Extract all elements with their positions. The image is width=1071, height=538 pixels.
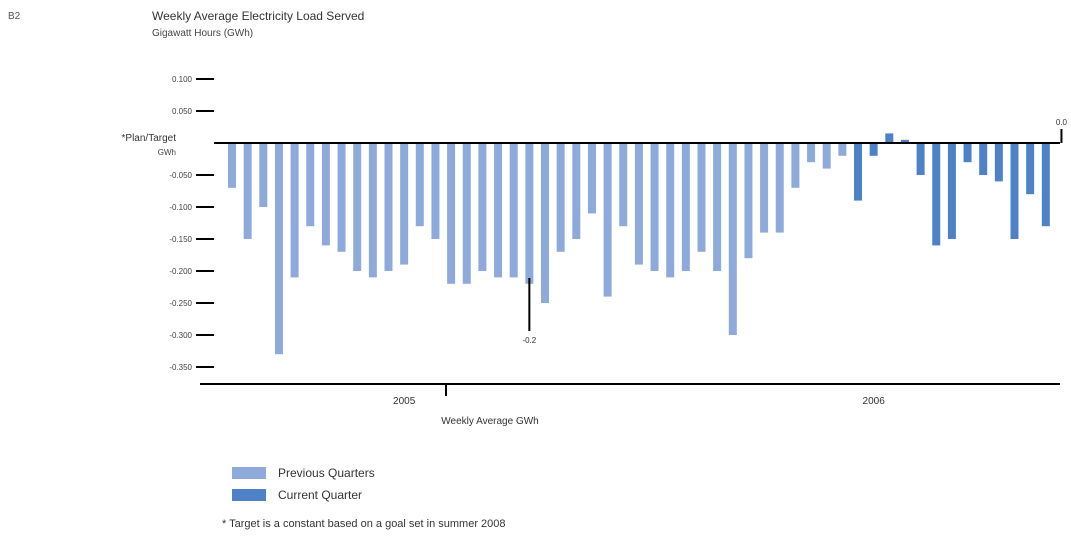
- bar-current: [900, 139, 909, 143]
- bar-previous: [681, 143, 690, 271]
- bar-current: [1041, 143, 1050, 227]
- bar-previous: [650, 143, 659, 271]
- bar-previous: [556, 143, 565, 252]
- bar-previous: [728, 143, 737, 335]
- bar-current: [1026, 143, 1035, 195]
- bar-previous: [634, 143, 643, 265]
- y-tick-label: -0.300: [169, 331, 192, 340]
- bar-previous: [494, 143, 503, 278]
- y-tick-label: -0.150: [169, 235, 192, 244]
- bar-previous: [400, 143, 409, 265]
- x-axis-title: Weekly Average GWh: [441, 416, 538, 427]
- bar-previous: [760, 143, 769, 233]
- legend-swatch-current: [232, 489, 266, 501]
- bar-current: [854, 143, 862, 201]
- bar-previous: [619, 143, 628, 227]
- bar-previous: [807, 143, 816, 163]
- bar-previous: [243, 143, 252, 239]
- bar-previous: [415, 143, 424, 227]
- y-tick-label: 0.100: [172, 75, 193, 84]
- bar-current: [963, 143, 972, 163]
- bar-previous: [478, 143, 487, 271]
- bar-previous: [587, 143, 596, 214]
- bar-previous: [713, 143, 722, 271]
- legend-label-previous: Previous Quarters: [278, 466, 375, 480]
- annotations: -0.2 0.0: [522, 118, 1067, 345]
- bar-current: [932, 143, 941, 246]
- y-tick-label: -0.350: [169, 363, 192, 372]
- legend-swatch-previous: [232, 467, 266, 479]
- y-tick-label: -0.250: [169, 299, 192, 308]
- bar-previous: [462, 143, 471, 284]
- bar-current: [1010, 143, 1019, 239]
- bar-previous: [525, 143, 534, 284]
- chart-subtitle: Gigawatt Hours (GWh): [152, 28, 254, 39]
- footnote: * Target is a constant based on a goal s…: [222, 518, 506, 530]
- x-year-label: 2006: [863, 396, 886, 407]
- bar-previous: [274, 143, 283, 355]
- bar-previous: [447, 143, 456, 284]
- bar-current: [916, 143, 925, 175]
- bar-previous: [321, 143, 330, 246]
- y-tick-label: -0.200: [169, 267, 192, 276]
- bar-previous: [306, 143, 315, 227]
- bar-previous: [353, 143, 362, 271]
- bar-previous: [666, 143, 675, 278]
- legend-label-current: Current Quarter: [278, 488, 363, 502]
- chart-title: Weekly Average Electricity Load Served: [152, 9, 365, 23]
- x-year-label: 2005: [393, 396, 416, 407]
- y-tick-label: 0.050: [172, 107, 193, 116]
- bar-previous: [368, 143, 377, 278]
- bar-previous: [791, 143, 800, 188]
- bar-previous: [822, 143, 831, 169]
- bar-current: [947, 143, 956, 239]
- bar-previous: [290, 143, 299, 278]
- annotation-label: -0.2: [522, 336, 536, 345]
- bar-current: [885, 133, 894, 143]
- bar-previous: [572, 143, 581, 239]
- bar-previous: [541, 143, 549, 303]
- bar-previous: [775, 143, 784, 233]
- bar-current: [994, 143, 1003, 182]
- legend-item-previous: Previous Quarters: [232, 462, 375, 484]
- bar-previous: [603, 143, 612, 297]
- y-tick-label: -0.100: [169, 203, 192, 212]
- bar-previous: [838, 143, 847, 156]
- zero-line-label: *Plan/Target: [122, 133, 177, 144]
- zero-line-unit: GWh: [158, 148, 176, 157]
- y-tick-label: -0.050: [169, 171, 192, 180]
- bar-previous: [744, 143, 753, 259]
- y-ticks: 0.100 0.050 -0.050 -0.100 -0.150 -0.200 -0.250…: [169, 75, 214, 372]
- bar-previous: [509, 143, 518, 278]
- legend: Previous Quarters Current Quarter: [232, 462, 375, 506]
- legend-item-current: Current Quarter: [232, 484, 375, 506]
- bar-current: [869, 143, 878, 156]
- annotation-label: 0.0: [1056, 118, 1068, 127]
- bar-current: [979, 143, 988, 175]
- page-tag: B2: [8, 11, 21, 22]
- axes: *Plan/Target GWh 2005 2006 Weekly Average GW…: [122, 133, 1060, 427]
- bar-previous: [697, 143, 706, 252]
- bar-previous: [259, 143, 268, 207]
- bar-previous: [337, 143, 346, 252]
- bar-previous: [431, 143, 440, 239]
- bar-previous: [384, 143, 393, 271]
- bars: [228, 133, 1050, 355]
- bar-previous: [228, 143, 236, 188]
